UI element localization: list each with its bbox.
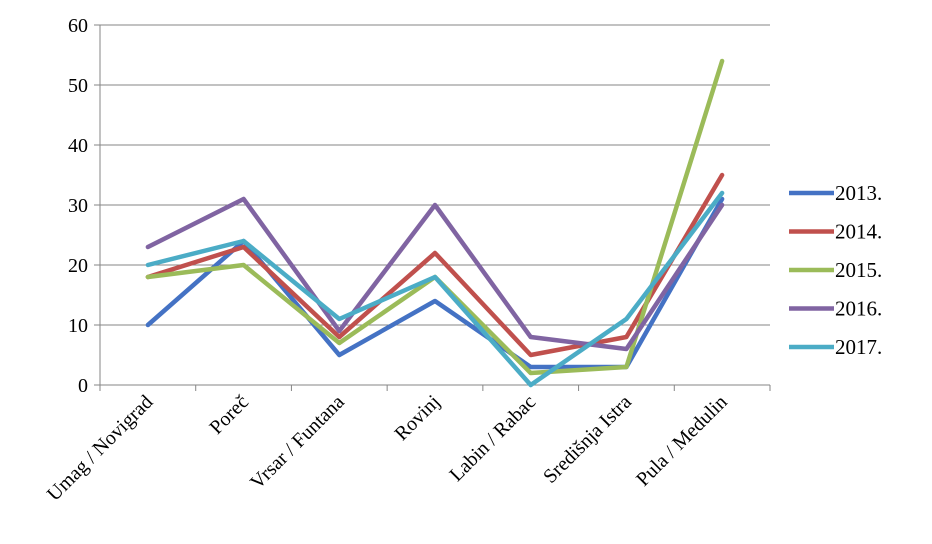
series-line-4 xyxy=(145,190,725,388)
series-line-2 xyxy=(145,58,725,376)
y-tick-label: 30 xyxy=(68,195,88,217)
x-tick-label: Labin / Rabac xyxy=(445,391,540,486)
y-tick-label: 40 xyxy=(68,135,88,157)
x-tick-label: Umag / Novigrad xyxy=(43,391,158,506)
y-tick-label: 0 xyxy=(78,375,88,397)
x-tick-label: Pula / Medulin xyxy=(632,391,732,491)
x-tick-label: Središnja Istra xyxy=(539,391,636,488)
series-line-3 xyxy=(145,196,725,352)
y-tick-label: 60 xyxy=(68,15,88,37)
y-tick-label: 10 xyxy=(68,315,88,337)
legend-label: 2017. xyxy=(835,335,882,359)
x-tick-label: Poreč xyxy=(205,391,253,439)
series-lines xyxy=(145,58,725,388)
y-tick-label: 20 xyxy=(68,255,88,277)
x-tick-label: Vrsar / Funtana xyxy=(246,391,349,494)
legend-label: 2015. xyxy=(835,258,882,282)
legend-label: 2014. xyxy=(835,220,882,244)
y-tick-label: 50 xyxy=(68,75,88,97)
legend-label: 2016. xyxy=(835,297,882,321)
series-line-1 xyxy=(145,172,725,358)
legend: 2013. 2014. 2015. 2016. 2017. xyxy=(789,181,882,359)
y-axis-tick-labels: 0 10 20 30 40 50 60 xyxy=(68,15,88,397)
legend-label: 2013. xyxy=(835,181,882,205)
axes xyxy=(94,24,771,391)
x-tick-label: Rovinj xyxy=(390,391,444,445)
